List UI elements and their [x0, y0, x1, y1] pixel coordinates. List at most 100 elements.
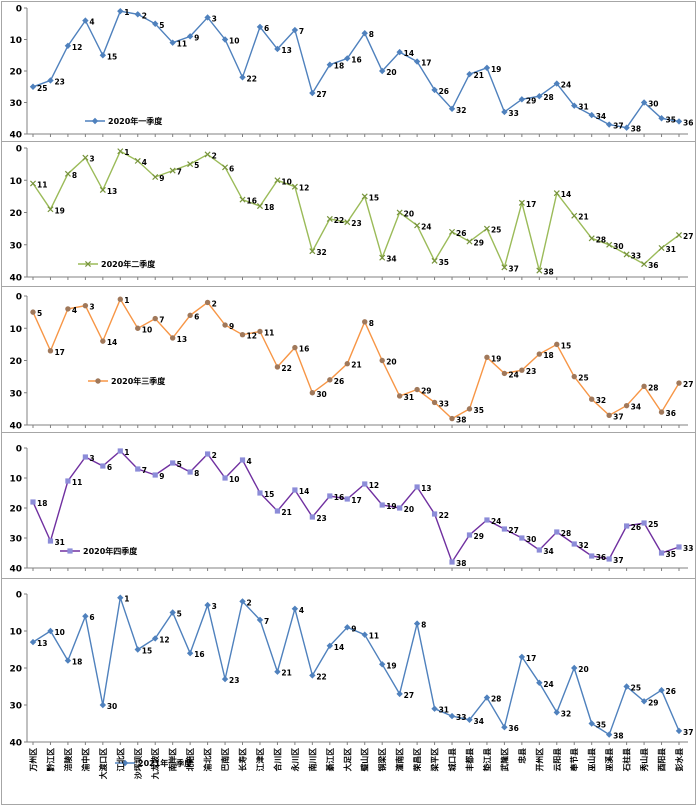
data-label: 11	[37, 180, 47, 189]
y-tick-label: 40	[9, 422, 22, 432]
data-point	[501, 526, 508, 532]
data-point	[326, 61, 334, 68]
data-point	[519, 367, 525, 373]
data-label: 8	[194, 469, 199, 478]
data-point	[344, 624, 351, 631]
data-label: 38	[613, 732, 623, 741]
data-label: 19	[386, 502, 396, 511]
data-label: 8	[421, 621, 426, 630]
data-label: 37	[683, 728, 693, 737]
data-point	[82, 454, 88, 460]
data-point	[100, 338, 106, 344]
data-point	[379, 254, 386, 261]
data-point	[344, 361, 350, 367]
data-label: 9	[351, 624, 356, 633]
data-label: 1	[124, 8, 129, 17]
legend-marker	[67, 548, 73, 554]
data-label: 22	[334, 216, 344, 225]
data-label: 22	[316, 672, 326, 681]
data-point	[82, 613, 89, 620]
data-label: 34	[596, 112, 606, 121]
data-point	[483, 225, 490, 232]
data-point	[501, 370, 508, 377]
data-label: 16	[247, 197, 257, 206]
data-label: 34	[386, 255, 396, 264]
data-point	[292, 344, 298, 351]
data-point	[536, 547, 542, 553]
legend-marker	[84, 260, 92, 268]
x-tick-label: 丰都县	[465, 748, 475, 772]
data-point	[344, 496, 350, 502]
data-point	[29, 638, 37, 646]
data-label: 5	[159, 21, 164, 30]
data-label: 19	[491, 354, 501, 363]
data-label: 30	[613, 242, 623, 251]
data-label: 6	[229, 164, 234, 173]
data-label: 22	[439, 511, 449, 520]
data-label: 10	[54, 628, 64, 637]
data-point	[623, 251, 630, 258]
x-tick-label: 长寿区	[238, 748, 248, 772]
data-label: 28	[648, 383, 658, 392]
data-point	[186, 33, 194, 40]
data-label: 27	[683, 232, 693, 241]
data-label: 5	[37, 309, 42, 318]
data-point	[326, 215, 333, 222]
data-label: 37	[613, 122, 623, 131]
data-label: 29	[526, 96, 536, 105]
data-point	[623, 402, 630, 409]
data-point	[30, 309, 36, 315]
data-point	[658, 409, 665, 415]
y-tick-label: 10	[9, 628, 22, 638]
legend-label: 2020年一季度	[108, 116, 163, 126]
data-label: 13	[421, 484, 431, 493]
data-point	[448, 712, 456, 720]
x-tick-label: 巴南区	[220, 748, 230, 772]
data-point	[134, 646, 141, 653]
data-label: 33	[439, 399, 449, 408]
data-point	[658, 115, 665, 122]
data-label: 25	[491, 226, 501, 235]
data-label: 16	[194, 650, 204, 659]
data-point	[378, 67, 386, 75]
data-point	[658, 687, 665, 694]
data-point	[413, 620, 421, 627]
data-label: 25	[648, 520, 658, 529]
data-point	[135, 325, 141, 331]
x-tick-label: 潼南区	[395, 748, 405, 772]
data-point	[186, 650, 194, 657]
data-label: 27	[683, 380, 693, 389]
data-label: 12	[369, 481, 379, 490]
data-point	[623, 683, 630, 690]
data-label: 38	[456, 559, 466, 568]
x-tick-label: 酉阳县	[658, 748, 667, 772]
data-label: 35	[439, 258, 449, 267]
data-point	[431, 86, 438, 94]
data-label: 2	[142, 11, 147, 20]
x-tick-label: 大渡口区	[98, 748, 108, 779]
data-label: 26	[666, 687, 676, 696]
data-point	[501, 724, 508, 731]
y-tick-label: 0	[16, 145, 22, 155]
data-label: 17	[526, 654, 536, 663]
x-tick-label: 荣昌区	[412, 748, 422, 773]
data-label: 25	[37, 84, 47, 93]
data-label: 2	[212, 151, 217, 160]
y-tick-label: 30	[9, 241, 22, 251]
legend: 2020年二季度	[78, 259, 156, 269]
data-label: 16	[334, 493, 344, 502]
data-label: 6	[264, 24, 269, 33]
data-point	[117, 7, 124, 15]
x-tick-label: 綦江区	[325, 748, 335, 773]
data-label: 16	[299, 345, 309, 354]
legend-marker	[121, 759, 129, 767]
data-point	[274, 45, 281, 53]
data-label: 26	[439, 87, 449, 96]
data-label: 2	[247, 598, 252, 607]
data-label: 2	[212, 451, 217, 460]
data-label: 15	[142, 647, 152, 656]
data-point	[117, 296, 123, 302]
legend: 2020年一季度	[85, 116, 163, 126]
x-tick-label: 奉节县	[569, 748, 579, 773]
